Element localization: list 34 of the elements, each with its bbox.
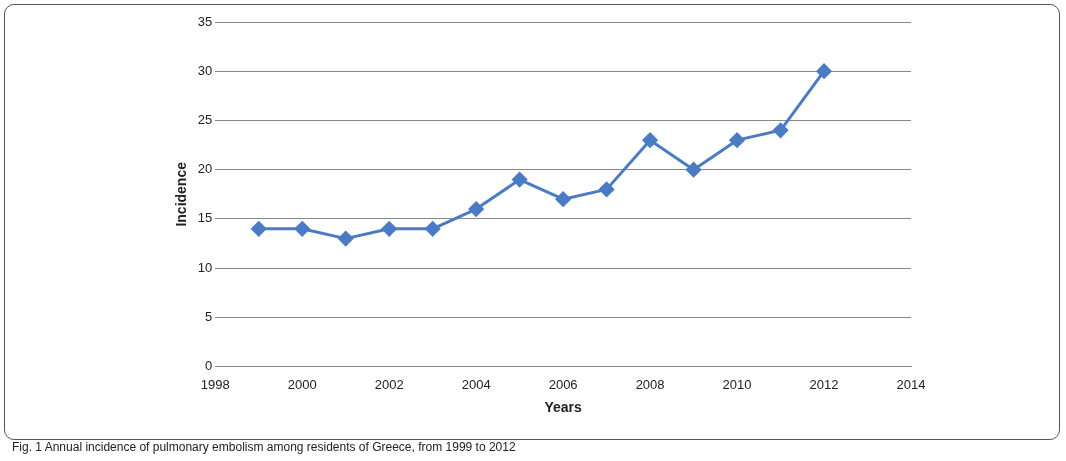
point [251, 221, 267, 237]
point [425, 221, 441, 237]
y-tick-label: 25 [197, 112, 213, 128]
y-tick-label: 35 [197, 13, 213, 29]
point [599, 181, 615, 197]
y-tick-label: 20 [197, 161, 213, 177]
x-tick-label: 2008 [635, 376, 665, 392]
x-tick-label: 2006 [548, 376, 578, 392]
y-tick-label: 0 [205, 358, 213, 374]
point [729, 132, 745, 148]
x-axis-title: Years [544, 399, 583, 416]
point [294, 221, 310, 237]
point [512, 172, 528, 188]
x-tick-label: 2002 [374, 376, 404, 392]
point [338, 231, 354, 247]
x-tick-label: 2000 [287, 376, 317, 392]
point [816, 63, 832, 79]
x-tick-label: 2014 [896, 376, 926, 392]
x-tick-label: 2012 [809, 376, 839, 392]
y-tick-label: 5 [205, 308, 213, 324]
point [642, 132, 658, 148]
point [555, 191, 571, 207]
point [381, 221, 397, 237]
y-tick-label: 30 [197, 62, 213, 78]
y-tick-label: 15 [197, 210, 213, 226]
point [468, 201, 484, 217]
y-axis-title: Incidence [173, 161, 190, 227]
x-tick-label: 1998 [200, 376, 230, 392]
x-tick-label: 2010 [722, 376, 752, 392]
y-tick-label: 10 [197, 259, 213, 275]
caption: Fig. 1 Annual incidence of pulmonary embolism among residents of Greece, from 1999 to 2012 [12, 440, 516, 454]
point [686, 162, 702, 178]
x-tick-label: 2004 [461, 376, 491, 392]
point [773, 122, 789, 138]
